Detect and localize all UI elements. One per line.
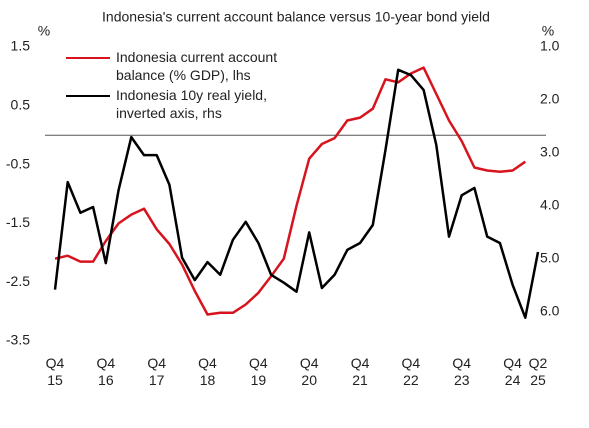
y2-tick-label: 5.0 (540, 250, 560, 266)
y-unit: % (38, 23, 50, 39)
chart-title: Indonesia's current account balance vers… (102, 9, 490, 25)
x-tick-label: Q4 16 (96, 355, 116, 388)
y-tick-label: -2.5 (6, 273, 30, 289)
legend-label: Indonesia 10y real yield, inverted axis,… (116, 87, 267, 121)
y2-tick-label: 6.0 (540, 303, 560, 319)
x-tick-label: Q4 23 (452, 355, 472, 388)
y-tick-label: -0.5 (6, 155, 30, 171)
y-tick-label: -3.5 (6, 332, 30, 348)
x-tick-label: Q4 24 (503, 355, 522, 388)
x-tick-label: Q4 22 (401, 355, 421, 388)
legend-swatch (66, 57, 110, 59)
x-tick-label: Q4 17 (147, 355, 167, 388)
y-tick-label: 0.5 (11, 97, 31, 113)
legend: Indonesia current account balance (% GDP… (62, 48, 306, 124)
x-tick-label: Q4 15 (45, 355, 65, 388)
legend-item: Indonesia 10y real yield, inverted axis,… (62, 86, 306, 122)
x-tick-label: Q2 25 (528, 355, 548, 388)
x-tick-label: Q4 20 (299, 355, 319, 388)
x-tick-label: Q4 19 (249, 355, 268, 388)
y2-tick-label: 2.0 (540, 91, 560, 107)
y2-tick-label: 4.0 (540, 197, 560, 213)
y2-unit: % (542, 23, 554, 39)
legend-swatch (66, 95, 110, 97)
series-line (53, 68, 540, 319)
y2-tick-label: 1.0 (540, 38, 560, 54)
series-line (54, 66, 527, 316)
x-tick-label: Q4 18 (198, 355, 217, 388)
x-tick-label: Q4 21 (350, 355, 370, 388)
y2-tick-label: 3.0 (540, 144, 560, 160)
y-tick-label: -1.5 (6, 214, 30, 230)
y-tick-label: 1.5 (11, 38, 31, 54)
legend-item: Indonesia current account balance (% GDP… (62, 48, 306, 84)
legend-label: Indonesia current account balance (% GDP… (116, 49, 278, 83)
